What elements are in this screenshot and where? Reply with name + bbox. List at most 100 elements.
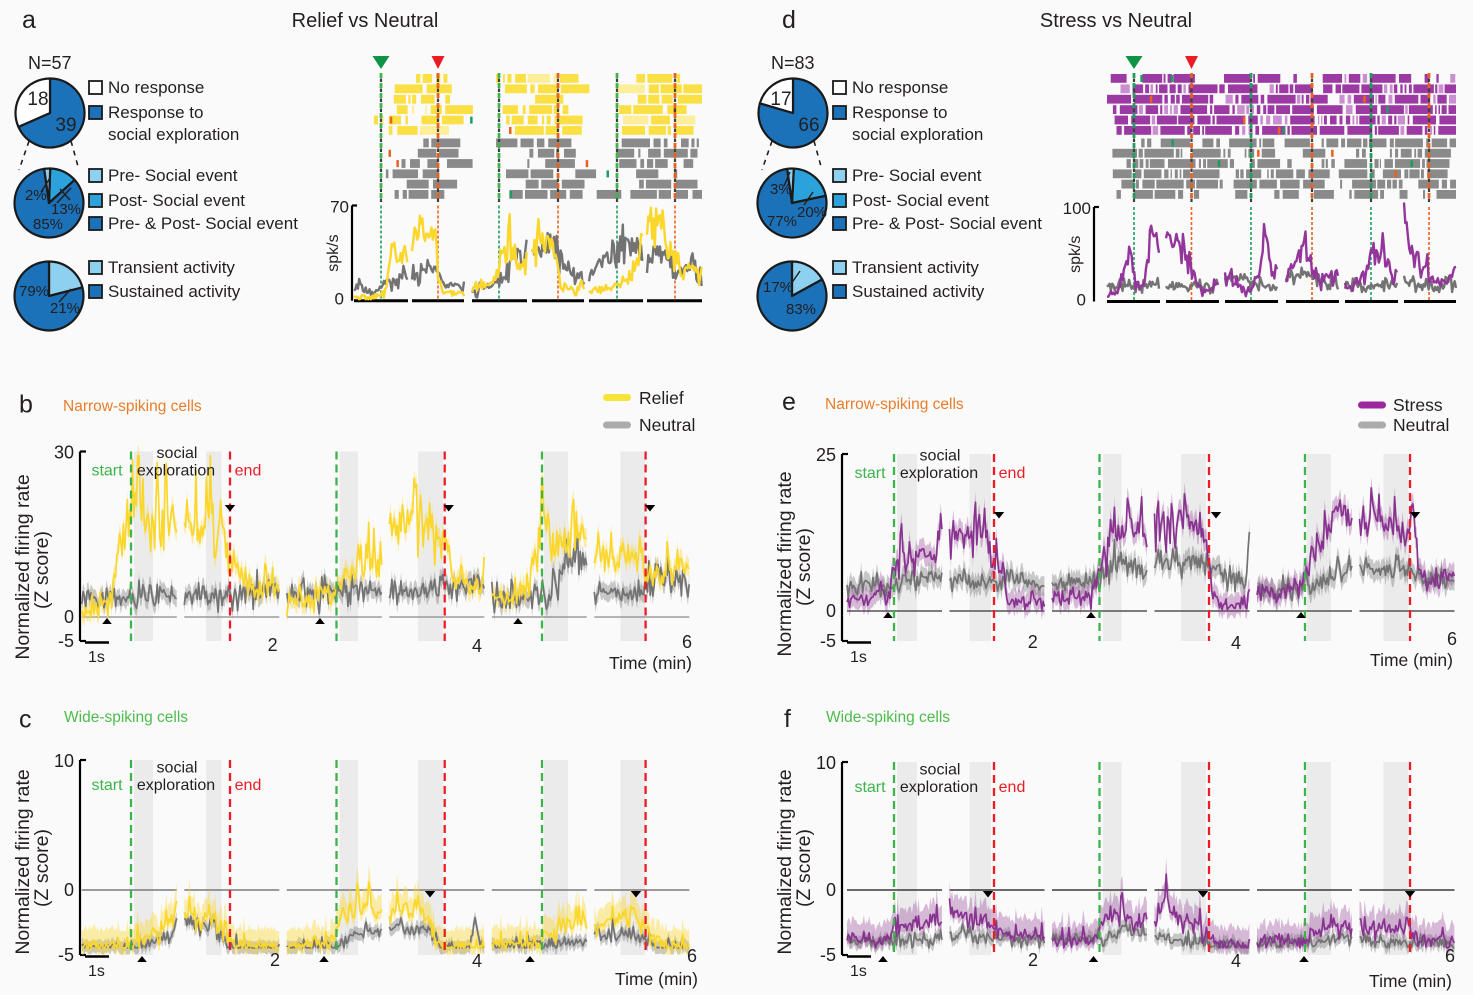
svg-text:N=57: N=57	[28, 53, 72, 73]
svg-text:Relief: Relief	[639, 388, 684, 408]
svg-text:(Z score): (Z score)	[31, 829, 53, 907]
svg-text:-5: -5	[820, 631, 836, 651]
svg-text:10: 10	[816, 753, 836, 773]
svg-text:start: start	[854, 465, 886, 482]
svg-text:Pre- & Post- Social event: Pre- & Post- Social event	[108, 214, 298, 233]
svg-text:end: end	[235, 463, 262, 480]
svg-text:end: end	[235, 777, 262, 794]
svg-text:Pre- Social event: Pre- Social event	[852, 166, 982, 185]
svg-text:social exploration: social exploration	[108, 125, 239, 144]
svg-text:20%: 20%	[797, 204, 827, 221]
svg-text:Time (min): Time (min)	[1370, 650, 1453, 670]
svg-text:13%: 13%	[51, 201, 81, 218]
svg-text:No response: No response	[108, 78, 204, 97]
svg-text:-5: -5	[58, 945, 74, 965]
svg-text:6: 6	[1445, 946, 1455, 966]
svg-text:Normalized firing rate: Normalized firing rate	[12, 474, 34, 659]
svg-text:6: 6	[687, 946, 697, 966]
svg-text:exploration: exploration	[900, 779, 978, 796]
svg-text:Time (min): Time (min)	[609, 653, 692, 673]
svg-text:end: end	[999, 465, 1026, 482]
svg-text:1s: 1s	[88, 649, 105, 666]
svg-text:Response to: Response to	[108, 103, 203, 122]
svg-text:Time (min): Time (min)	[615, 969, 698, 989]
svg-text:social exploration: social exploration	[852, 125, 983, 144]
svg-text:21%: 21%	[50, 300, 80, 317]
svg-text:exploration: exploration	[137, 463, 215, 480]
svg-text:4: 4	[472, 636, 482, 656]
svg-text:85%: 85%	[33, 216, 63, 233]
svg-text:83%: 83%	[786, 301, 816, 318]
svg-text:social: social	[920, 448, 961, 465]
svg-text:0: 0	[335, 290, 344, 309]
svg-text:30: 30	[54, 443, 74, 463]
svg-text:10: 10	[54, 751, 74, 771]
svg-text:spk/s: spk/s	[325, 234, 342, 271]
svg-text:(Z score): (Z score)	[793, 829, 815, 907]
svg-text:0: 0	[64, 607, 74, 627]
svg-text:1s: 1s	[850, 963, 867, 980]
svg-text:Post- Social event: Post- Social event	[852, 191, 989, 210]
svg-text:Wide-spiking cells: Wide-spiking cells	[64, 709, 188, 726]
svg-text:6: 6	[1447, 629, 1457, 649]
svg-text:4: 4	[1231, 633, 1241, 653]
svg-text:0: 0	[64, 880, 74, 900]
svg-text:18: 18	[27, 89, 48, 110]
svg-text:Relief vs Neutral: Relief vs Neutral	[292, 10, 439, 32]
svg-text:70: 70	[330, 198, 349, 217]
svg-text:-5: -5	[58, 631, 74, 651]
svg-text:start: start	[91, 777, 123, 794]
svg-text:exploration: exploration	[900, 465, 978, 482]
svg-text:Transient activity: Transient activity	[108, 258, 235, 277]
svg-text:Post- Social event: Post- Social event	[108, 191, 245, 210]
svg-text:6: 6	[682, 632, 692, 652]
svg-text:Stress: Stress	[1393, 395, 1443, 415]
svg-text:0: 0	[826, 880, 836, 900]
svg-text:Pre- & Post- Social event: Pre- & Post- Social event	[852, 214, 1042, 233]
svg-text:No response: No response	[852, 78, 948, 97]
svg-text:Narrow-spiking cells: Narrow-spiking cells	[63, 398, 202, 415]
svg-text:Normalized firing rate: Normalized firing rate	[774, 471, 796, 656]
svg-text:Sustained activity: Sustained activity	[108, 282, 241, 301]
svg-text:Stress vs Neutral: Stress vs Neutral	[1040, 10, 1192, 32]
svg-text:25: 25	[816, 445, 836, 465]
svg-text:4: 4	[1231, 951, 1241, 971]
svg-text:1s: 1s	[88, 963, 105, 980]
svg-text:Response to: Response to	[852, 103, 947, 122]
svg-text:0: 0	[1077, 291, 1086, 310]
svg-text:end: end	[999, 779, 1026, 796]
svg-text:a: a	[22, 6, 36, 34]
svg-text:66: 66	[798, 115, 819, 136]
svg-text:(Z score): (Z score)	[31, 531, 53, 609]
svg-text:b: b	[19, 391, 33, 419]
svg-text:4: 4	[472, 951, 482, 971]
svg-text:Time (min): Time (min)	[1369, 971, 1452, 991]
svg-text:c: c	[19, 706, 32, 734]
svg-text:N=83: N=83	[771, 53, 815, 73]
svg-text:3%: 3%	[770, 181, 792, 198]
svg-text:social: social	[157, 445, 198, 462]
svg-text:17: 17	[770, 89, 791, 110]
svg-text:Neutral: Neutral	[639, 415, 695, 435]
svg-text:Neutral: Neutral	[1393, 415, 1449, 435]
svg-text:spk/s: spk/s	[1067, 236, 1084, 273]
svg-text:f: f	[784, 705, 791, 733]
svg-text:2: 2	[1028, 950, 1038, 970]
svg-text:2: 2	[1028, 632, 1038, 652]
svg-text:Normalized firing rate: Normalized firing rate	[12, 769, 34, 954]
svg-text:Wide-spiking cells: Wide-spiking cells	[826, 709, 950, 726]
svg-text:Sustained activity: Sustained activity	[852, 282, 985, 301]
svg-text:17%: 17%	[763, 279, 793, 296]
svg-text:2: 2	[270, 950, 280, 970]
svg-text:exploration: exploration	[137, 777, 215, 794]
svg-text:Narrow-spiking cells: Narrow-spiking cells	[825, 396, 964, 413]
svg-text:start: start	[854, 779, 886, 796]
svg-text:0: 0	[826, 601, 836, 621]
svg-text:79%: 79%	[19, 283, 49, 300]
svg-text:(Z score): (Z score)	[793, 528, 815, 606]
svg-text:social: social	[920, 762, 961, 779]
svg-text:2: 2	[268, 635, 278, 655]
svg-text:d: d	[782, 6, 796, 34]
svg-text:Pre- Social event: Pre- Social event	[108, 166, 238, 185]
svg-text:-5: -5	[820, 945, 836, 965]
